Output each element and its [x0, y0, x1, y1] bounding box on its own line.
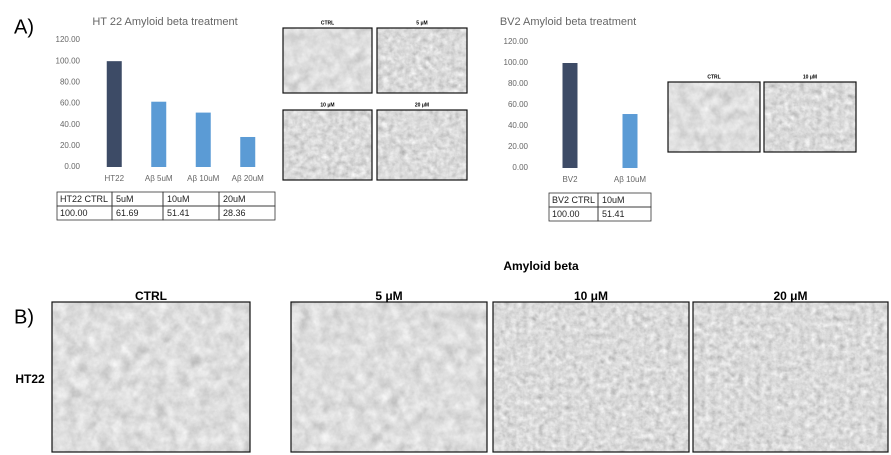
micrograph-frame	[763, 81, 857, 153]
micrograph-label: 5 μM	[375, 289, 402, 303]
micrograph	[377, 110, 467, 180]
micrograph-label: 10 μM	[574, 289, 608, 303]
micrograph	[668, 82, 760, 152]
row-label: HT22	[15, 372, 45, 386]
micrograph-label: 5 μM	[416, 20, 427, 26]
y-tick-label: 60.00	[508, 100, 529, 109]
chart-title: HT 22 Amyloid beta treatment	[92, 16, 237, 28]
micrograph-frame	[282, 109, 373, 181]
bar	[562, 63, 578, 168]
table-text: HT22 CTRL	[60, 194, 108, 204]
micrograph-frame	[492, 301, 690, 453]
panel-label: B)	[14, 306, 34, 328]
micrograph-frame	[692, 301, 889, 453]
y-tick-label: 80.00	[508, 79, 529, 88]
bar	[106, 61, 122, 167]
y-tick-label: 40.00	[508, 121, 529, 130]
micrograph-frame	[376, 109, 468, 181]
x-tick-label: BV2	[562, 175, 578, 184]
table-text: 51.41	[602, 209, 625, 219]
micrographs: CTRL 5 μM 10 μM 20 μM CTRL 10 μM CTRL 5 μM 10 μM…	[51, 20, 889, 453]
y-tick-label: 100.00	[56, 56, 81, 65]
micrograph	[693, 302, 888, 452]
micrograph	[283, 28, 372, 93]
y-tick-label: 60.00	[60, 99, 81, 108]
micrograph-label: CTRL	[321, 20, 334, 26]
x-tick-label: Aβ 20uM	[232, 174, 265, 183]
micrograph	[283, 110, 372, 180]
table-text: 61.69	[116, 208, 139, 218]
y-tick-label: 0.00	[64, 162, 80, 171]
micrograph	[52, 302, 250, 452]
y-tick-label: 100.00	[504, 58, 529, 67]
y-tick-label: 80.00	[60, 77, 81, 86]
x-tick-label: HT22	[104, 174, 124, 183]
micrograph	[764, 82, 856, 152]
y-tick-label: 120.00	[56, 35, 81, 44]
y-tick-label: 40.00	[60, 120, 81, 129]
micrograph	[291, 302, 487, 452]
table-text: 20uM	[223, 194, 246, 204]
table-text: 10uM	[602, 195, 625, 205]
y-tick-label: 20.00	[60, 141, 81, 150]
panel-b-title: Amyloid beta	[503, 259, 579, 273]
micrograph	[493, 302, 689, 452]
table-text: 100.00	[60, 208, 88, 218]
x-tick-label: Aβ 10uM	[187, 174, 220, 183]
bar	[151, 101, 167, 167]
bar	[240, 136, 256, 167]
micrograph-frame	[290, 301, 488, 453]
table-text: BV2 CTRL	[552, 195, 595, 205]
table-cell	[597, 206, 652, 222]
micrograph-label: 20 μM	[415, 102, 429, 108]
x-tick-label: Aβ 10uM	[614, 175, 647, 184]
table-text: 10uM	[167, 194, 190, 204]
micrograph-frame	[376, 27, 468, 94]
y-tick-label: 20.00	[508, 142, 529, 151]
micrograph-frame	[282, 27, 373, 94]
table-text: 28.36	[223, 208, 246, 218]
table-cell	[218, 205, 276, 221]
bar	[195, 112, 211, 167]
table-text: 51.41	[167, 208, 190, 218]
micrograph-label: CTRL	[707, 74, 720, 80]
table-text: 5uM	[116, 194, 134, 204]
table-text: 100.00	[552, 209, 580, 219]
y-tick-label: 120.00	[504, 37, 529, 46]
micrograph-label: 10 μM	[320, 102, 334, 108]
y-tick-label: 0.00	[512, 163, 528, 172]
chart-title: BV2 Amyloid beta treatment	[500, 16, 636, 28]
bar	[622, 114, 638, 168]
panel-label: A)	[14, 16, 34, 38]
micrograph-frame	[51, 301, 251, 453]
micrograph-label: 10 μM	[803, 74, 817, 80]
micrograph-frame	[667, 81, 761, 153]
micrograph	[377, 28, 467, 93]
micrograph-label: 20 μM	[773, 289, 807, 303]
x-tick-label: Aβ 5uM	[145, 174, 173, 183]
micrograph-label: CTRL	[135, 289, 167, 303]
